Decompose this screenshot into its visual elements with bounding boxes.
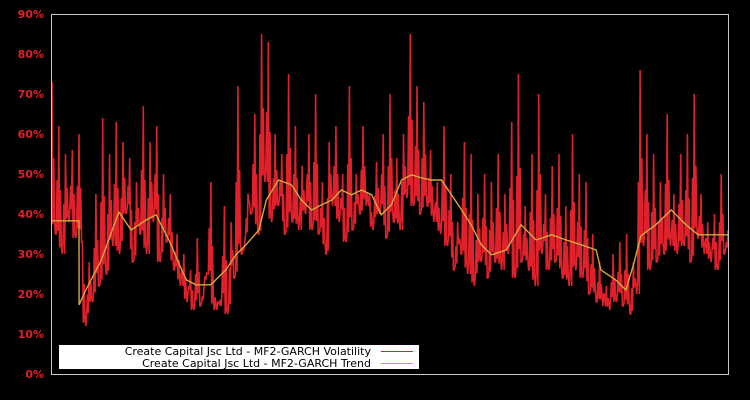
y-tick-label: 70% <box>18 88 44 101</box>
legend: Create Capital Jsc Ltd - MF2-GARCH Volat… <box>59 344 419 370</box>
y-tick-label: 20% <box>18 288 44 301</box>
legend-label-volatility: Create Capital Jsc Ltd - MF2-GARCH Volat… <box>124 344 371 358</box>
trend-line <box>52 174 728 306</box>
y-tick-label: 80% <box>18 48 44 61</box>
y-tick-label: 60% <box>18 128 44 141</box>
y-tick-label: 50% <box>18 168 44 181</box>
y-tick-label: 90% <box>18 8 44 21</box>
legend-item-volatility: Create Capital Jsc Ltd - MF2-GARCH Volat… <box>124 344 413 358</box>
y-tick-label: 30% <box>18 248 44 261</box>
legend-swatch-volatility <box>381 350 413 352</box>
legend-item-trend: Create Capital Jsc Ltd - MF2-GARCH Trend <box>142 356 413 370</box>
trend-series <box>52 174 728 306</box>
y-tick-label: 40% <box>18 208 44 221</box>
y-tick-label: 0% <box>25 368 44 381</box>
legend-swatch-trend <box>381 362 413 364</box>
volatility-series <box>51 33 729 327</box>
plot-frame <box>51 14 729 375</box>
y-tick-label: 10% <box>18 328 44 341</box>
legend-label-trend: Create Capital Jsc Ltd - MF2-GARCH Trend <box>142 356 371 370</box>
volatility-line <box>51 33 729 327</box>
y-axis-ticks: 0% 10% 20% 30% 40% 50% 60% 70% 80% 90% <box>18 8 44 381</box>
